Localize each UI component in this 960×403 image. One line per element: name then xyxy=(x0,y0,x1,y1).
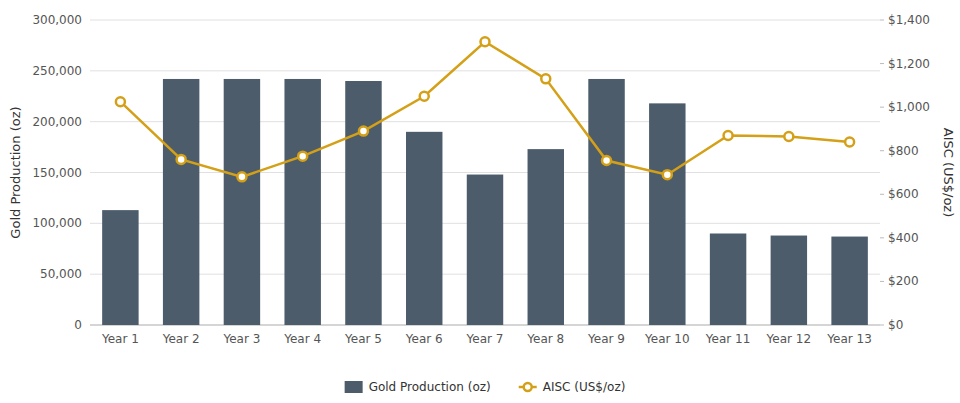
line xyxy=(120,42,849,177)
y-tick-label: 300,000 xyxy=(32,13,82,27)
y2-tick xyxy=(880,63,884,64)
x-tick-label: Year 9 xyxy=(587,332,625,346)
legend-label: Gold Production (oz) xyxy=(369,380,491,394)
bar xyxy=(102,210,138,325)
marker xyxy=(481,37,490,46)
legend-marker xyxy=(524,383,532,391)
y2-tick-label: $600 xyxy=(888,187,919,201)
axes: 0 50,000 100,000 150,000 200,000 250,000 300,0… xyxy=(8,13,956,346)
marker xyxy=(116,97,125,106)
legend: Gold Production (oz) AISC (US$/oz) xyxy=(345,380,626,394)
legend-item: AISC (US$/oz) xyxy=(519,380,626,394)
bar xyxy=(224,79,260,325)
y2-tick-label: $1,400 xyxy=(888,13,930,27)
marker xyxy=(420,92,429,101)
y2-tick xyxy=(880,150,884,151)
x-tick-label: Year 3 xyxy=(222,332,260,346)
bar xyxy=(771,236,807,325)
grid-line xyxy=(90,172,880,173)
bar xyxy=(831,237,867,325)
y2-tick-label: $800 xyxy=(888,144,919,158)
marker xyxy=(784,132,793,141)
y-axis-label: Gold Production (oz) xyxy=(8,106,23,238)
chart: 0 50,000 100,000 150,000 200,000 250,000 300,0… xyxy=(0,0,960,403)
marker xyxy=(359,127,368,136)
legend-item: Gold Production (oz) xyxy=(345,380,491,394)
y2-tick xyxy=(880,237,884,238)
y2-tick-label: $1,200 xyxy=(888,57,930,71)
x-tick-label: Year 11 xyxy=(705,332,751,346)
x-tick-label: Year 7 xyxy=(466,332,504,346)
x-tick-label: Year 10 xyxy=(644,332,690,346)
marker xyxy=(845,138,854,147)
y2-tick xyxy=(880,20,884,21)
marker xyxy=(177,155,186,164)
x-tick-label: Year 5 xyxy=(344,332,382,346)
bar xyxy=(588,79,624,325)
y-tick-label: 150,000 xyxy=(32,166,82,180)
x-tick-label: Year 4 xyxy=(283,332,321,346)
grid-line xyxy=(90,70,880,71)
grid-line xyxy=(90,121,880,122)
plot-area xyxy=(102,37,868,325)
x-tick-label: Year 1 xyxy=(101,332,139,346)
bar xyxy=(467,175,503,325)
y2-tick-label: $0 xyxy=(888,318,903,332)
legend-swatch xyxy=(345,381,363,393)
y2-tick-label: $200 xyxy=(888,274,919,288)
grid-line xyxy=(90,20,880,21)
marker xyxy=(663,170,672,179)
marker xyxy=(541,74,550,83)
y2-tick xyxy=(880,107,884,108)
bar xyxy=(710,234,746,326)
y2-tick-label: $1,000 xyxy=(888,100,930,114)
marker xyxy=(298,152,307,161)
bar xyxy=(406,132,442,325)
y-tick-label: 250,000 xyxy=(32,64,82,78)
bar xyxy=(528,149,564,325)
marker xyxy=(237,172,246,181)
y-tick-label: 0 xyxy=(74,318,82,332)
bar xyxy=(649,103,685,325)
marker xyxy=(602,156,611,165)
x-tick-label: Year 6 xyxy=(405,332,443,346)
y2-tick-label: $400 xyxy=(888,231,919,245)
y-tick-label: 100,000 xyxy=(32,216,82,230)
y2-tick xyxy=(880,194,884,195)
bar xyxy=(345,81,381,325)
x-tick-label: Year 8 xyxy=(526,332,564,346)
x-tick-label: Year 12 xyxy=(766,332,812,346)
y-tick-label: 200,000 xyxy=(32,115,82,129)
bar xyxy=(163,79,199,325)
x-tick-label: Year 2 xyxy=(162,332,200,346)
marker xyxy=(724,131,733,140)
y2-axis-label: AISC (US$/oz) xyxy=(941,128,956,218)
bar xyxy=(284,79,320,325)
y2-tick xyxy=(880,325,884,326)
y2-tick xyxy=(880,281,884,282)
legend-label: AISC (US$/oz) xyxy=(543,380,626,394)
y-tick-label: 50,000 xyxy=(40,267,82,281)
x-tick-label: Year 13 xyxy=(826,332,872,346)
